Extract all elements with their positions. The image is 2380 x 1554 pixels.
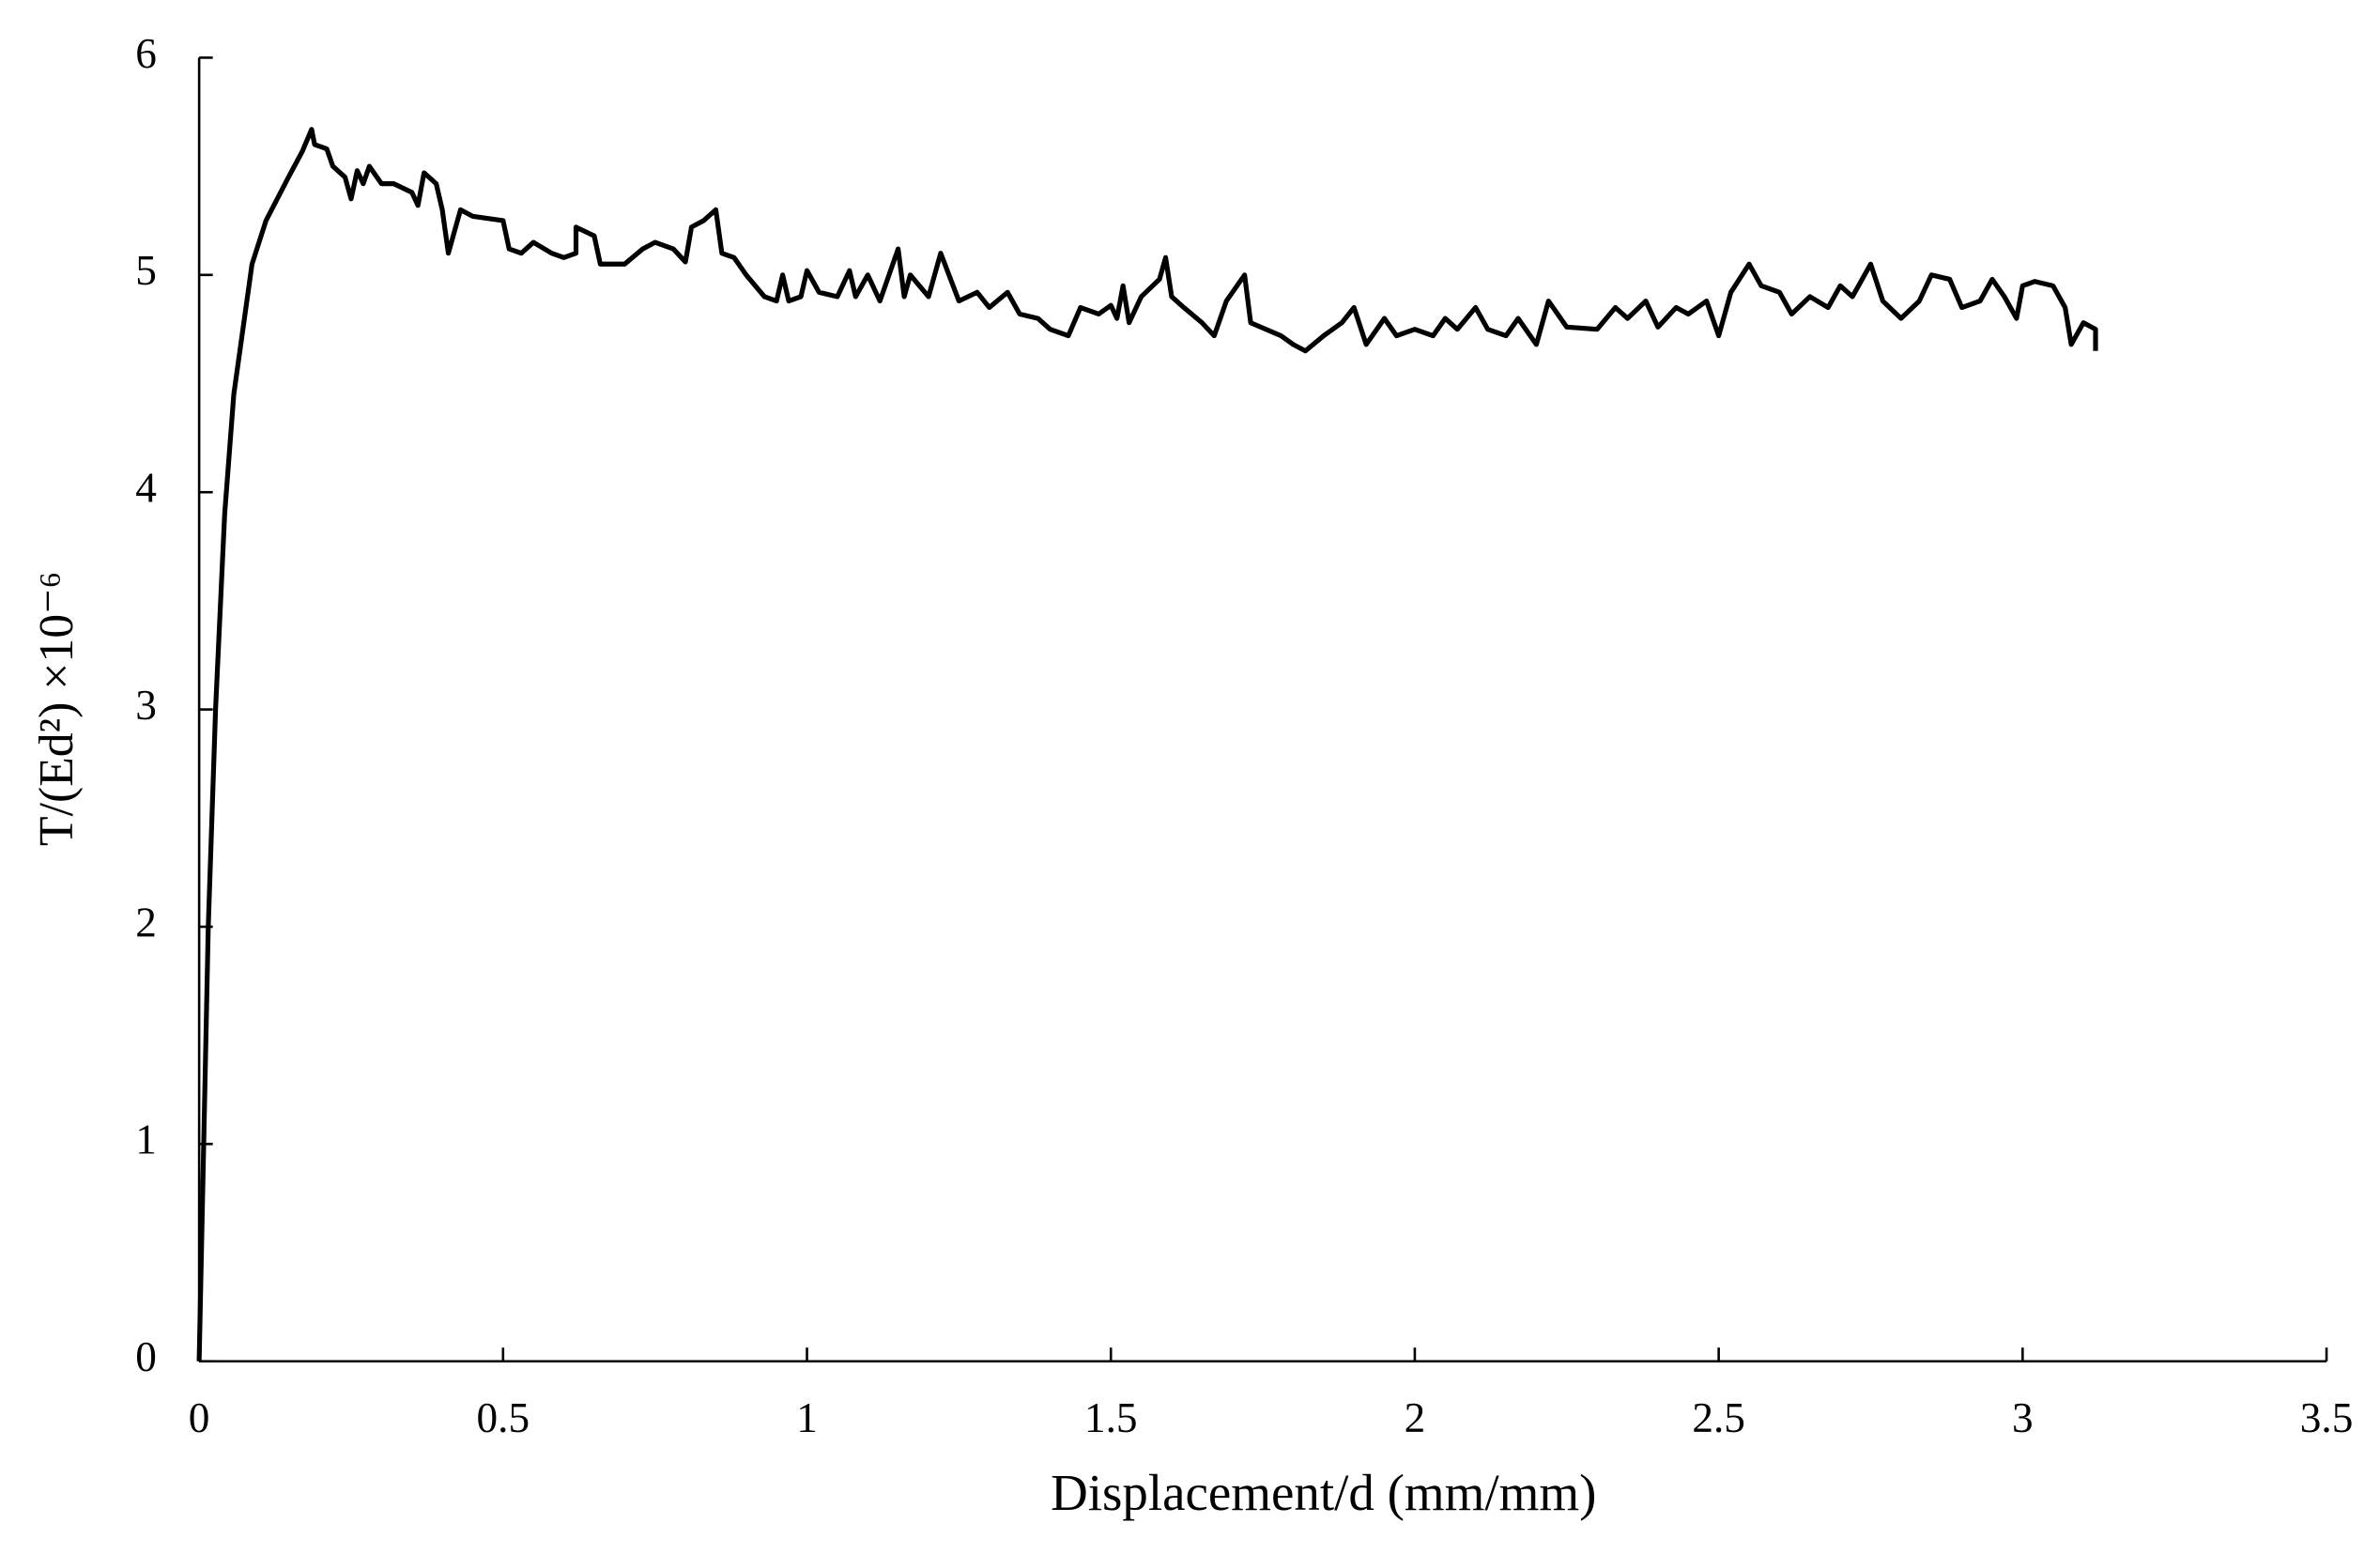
x-tick-label: 3 (2012, 1394, 2034, 1441)
x-tick-label: 2.5 (1692, 1394, 1745, 1441)
x-tick-label: 3.5 (2300, 1394, 2354, 1441)
y-tick-label: 5 (135, 247, 157, 294)
y-tick-label: 2 (135, 899, 157, 946)
y-tick-label: 6 (135, 30, 157, 77)
y-tick-label: 3 (135, 682, 157, 729)
data-line (196, 127, 2098, 1362)
y-tick-label: 0 (135, 1333, 157, 1380)
x-axis-label: Displacement/d (mm/mm) (1051, 1464, 1596, 1521)
y-tick-label: 4 (135, 465, 157, 512)
x-tick-label: 0.5 (477, 1394, 530, 1441)
y-tick-label: 1 (135, 1116, 157, 1163)
x-tick-label: 2 (1405, 1394, 1426, 1441)
x-tick-label: 0 (189, 1394, 210, 1441)
y-axis-label: T/(Ed²) ×10⁻⁶ (30, 572, 84, 846)
x-tick-label: 1.5 (1084, 1394, 1138, 1441)
x-tick-label: 1 (796, 1394, 818, 1441)
